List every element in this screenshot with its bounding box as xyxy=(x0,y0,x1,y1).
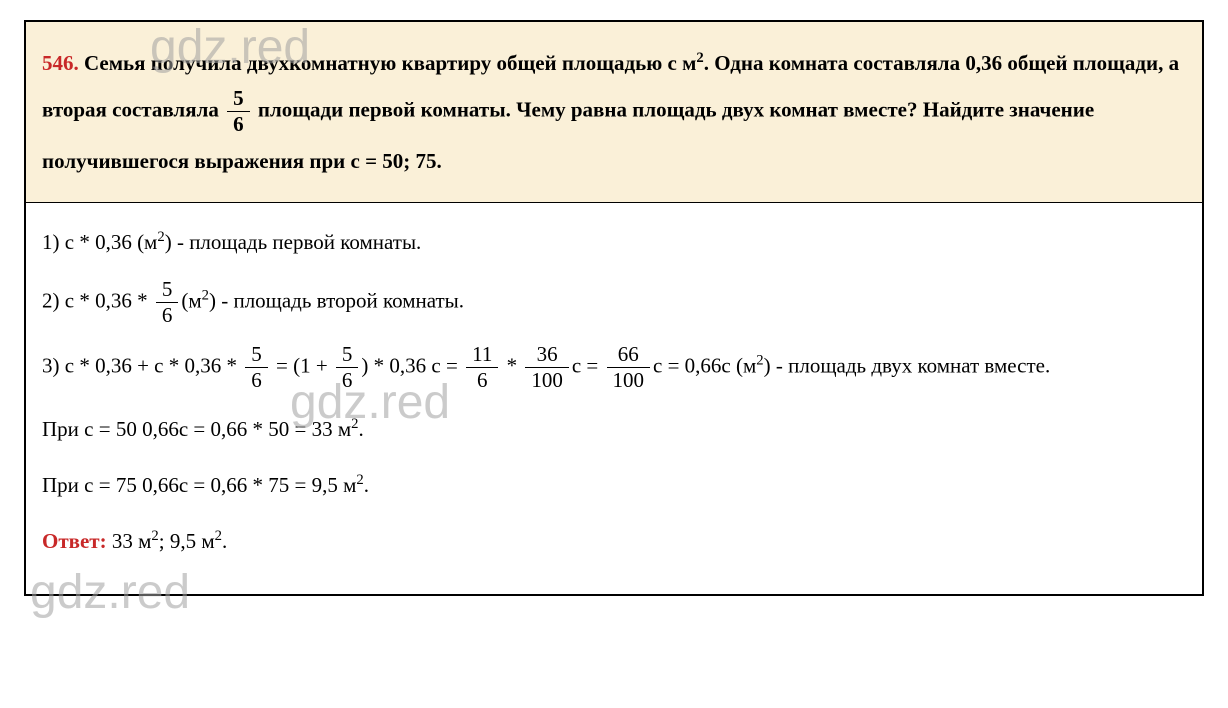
problem-container: 546. Семья получила двухкомнатную кварти… xyxy=(24,20,1204,596)
step-5: При с = 75 0,66с = 0,66 * 75 = 9,5 м2. xyxy=(42,464,1186,506)
answer-text-b: ; 9,5 м xyxy=(159,529,215,553)
step-4: При с = 50 0,66с = 0,66 * 50 = 33 м2. xyxy=(42,408,1186,450)
step1-text-b: ) - площадь первой комнаты. xyxy=(165,230,422,254)
fraction-denominator: 100 xyxy=(607,368,651,393)
step2-text-c: ) - площадь второй комнаты. xyxy=(209,288,464,312)
step-3: 3) с * 0,36 + с * 0,36 * 56 = (1 + 56) *… xyxy=(42,342,1186,393)
fraction-denominator: 6 xyxy=(336,368,359,393)
header-fraction: 56 xyxy=(227,86,250,137)
answer-label: Ответ: xyxy=(42,529,107,553)
step2-text-b: (м xyxy=(181,288,201,312)
step5-text-b: . xyxy=(364,473,369,497)
step1-sup: 2 xyxy=(157,229,164,245)
step4-text-b: . xyxy=(358,417,363,441)
answer-line: Ответ: 33 м2; 9,5 м2. xyxy=(42,520,1186,562)
fraction-numerator: 66 xyxy=(607,342,651,368)
fraction-numerator: 5 xyxy=(156,277,179,303)
step-2: 2) с * 0,36 * 56(м2) - площадь второй ко… xyxy=(42,277,1186,328)
step1-text-a: 1) с * 0,36 (м xyxy=(42,230,157,254)
step5-sup: 2 xyxy=(356,472,363,488)
step3-text-g: ) - площадь двух комнат вместе. xyxy=(764,354,1051,378)
step3-fraction-1: 56 xyxy=(245,342,268,393)
step5-text-a: При с = 75 0,66с = 0,66 * 75 = 9,5 м xyxy=(42,473,356,497)
answer-text-c: . xyxy=(222,529,227,553)
problem-number: 546. xyxy=(42,51,79,75)
step3-fraction-3: 116 xyxy=(466,342,498,393)
fraction-numerator: 11 xyxy=(466,342,498,368)
step3-text-e: с = xyxy=(572,354,604,378)
step2-fraction: 56 xyxy=(156,277,179,328)
step3-fraction-2: 56 xyxy=(336,342,359,393)
answer-sup-1: 2 xyxy=(151,528,158,544)
step3-fraction-5: 66100 xyxy=(607,342,651,393)
step-1: 1) с * 0,36 (м2) - площадь первой комнат… xyxy=(42,221,1186,263)
step3-sup: 2 xyxy=(756,353,763,369)
fraction-numerator: 36 xyxy=(525,342,569,368)
step2-text-a: 2) с * 0,36 * xyxy=(42,288,153,312)
header-sup-1: 2 xyxy=(696,50,703,66)
step4-text-a: При с = 50 0,66с = 0,66 * 50 = 33 м xyxy=(42,417,351,441)
fraction-numerator: 5 xyxy=(336,342,359,368)
fraction-numerator: 5 xyxy=(227,86,250,112)
step3-text-c: ) * 0,36 с = xyxy=(361,354,463,378)
step3-text-b: = (1 + xyxy=(271,354,333,378)
header-text-1: Семья получила двухкомнатную квартиру об… xyxy=(79,51,697,75)
answer-text-a: 33 м xyxy=(107,529,152,553)
step2-sup: 2 xyxy=(202,287,209,303)
step3-fraction-4: 36100 xyxy=(525,342,569,393)
fraction-denominator: 6 xyxy=(245,368,268,393)
step3-text-d: * xyxy=(501,354,522,378)
solution-body: 1) с * 0,36 (м2) - площадь первой комнат… xyxy=(26,203,1202,594)
fraction-numerator: 5 xyxy=(245,342,268,368)
step3-text-a: 3) с * 0,36 + с * 0,36 * xyxy=(42,354,242,378)
answer-sup-2: 2 xyxy=(215,528,222,544)
step3-text-f: с = 0,66с (м xyxy=(653,354,756,378)
fraction-denominator: 6 xyxy=(227,112,250,137)
fraction-denominator: 6 xyxy=(156,303,179,328)
fraction-denominator: 100 xyxy=(525,368,569,393)
fraction-denominator: 6 xyxy=(466,368,498,393)
problem-header: 546. Семья получила двухкомнатную кварти… xyxy=(26,22,1202,203)
